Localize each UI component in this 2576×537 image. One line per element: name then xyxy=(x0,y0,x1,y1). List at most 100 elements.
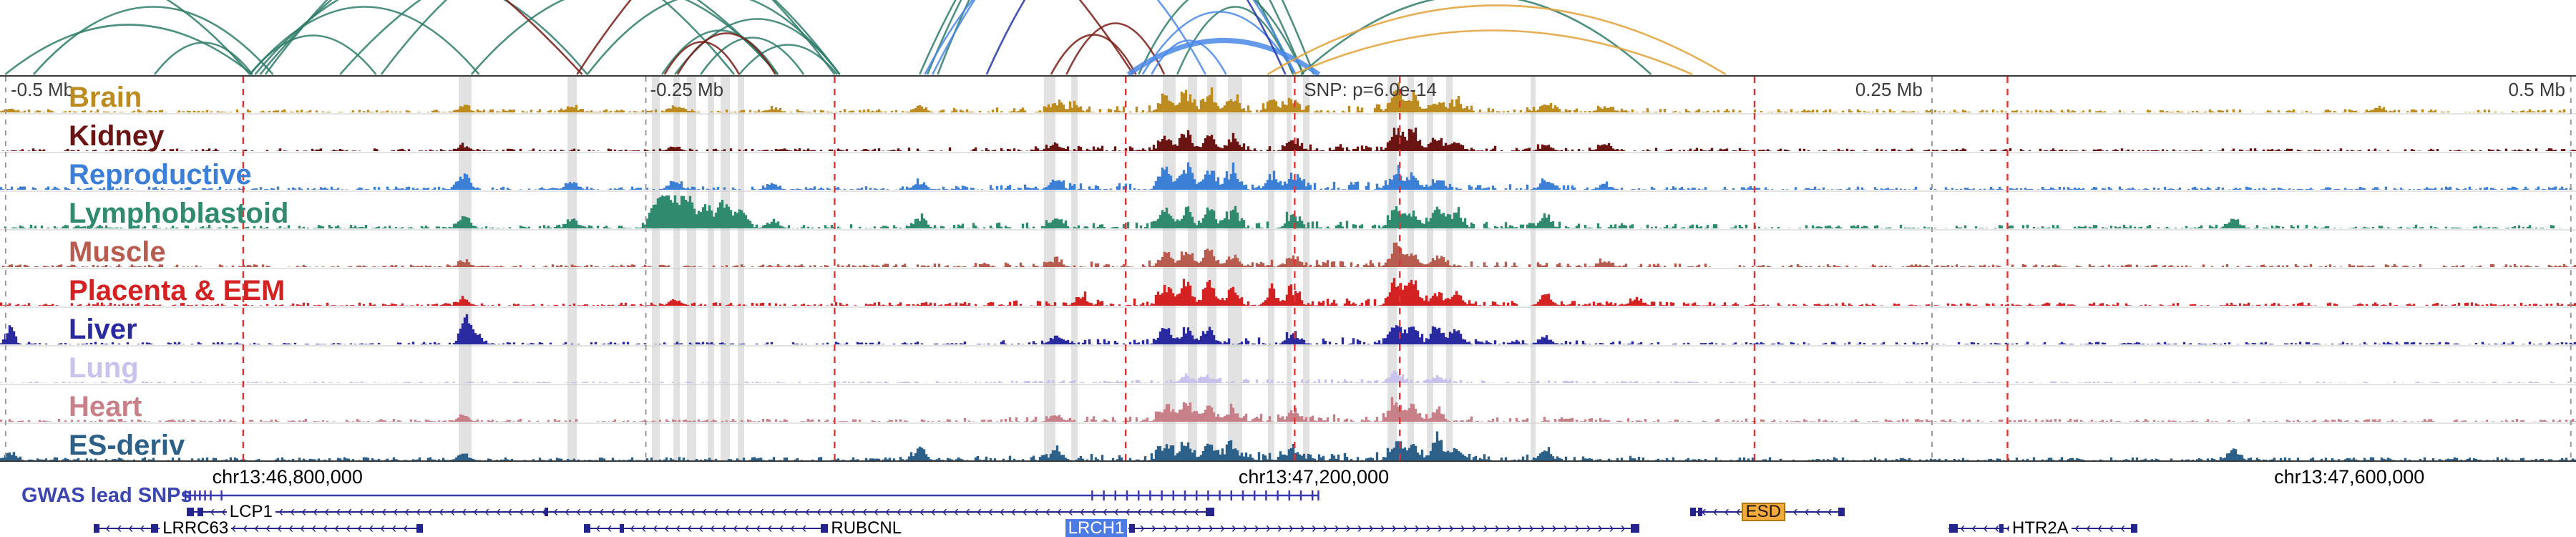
gene-annotation-track: ‹‹‹‹‹‹‹‹‹‹‹‹‹‹‹‹‹‹‹‹‹‹‹‹‹‹‹‹‹‹‹‹‹‹‹‹‹‹‹‹… xyxy=(0,503,2576,537)
coordinate-label: chr13:47,600,000 xyxy=(2274,466,2425,488)
track-label-es-deriv[interactable]: ES-deriv xyxy=(69,430,185,461)
interaction-arc xyxy=(153,42,253,75)
interaction-arc xyxy=(676,32,776,75)
gene-exon xyxy=(1999,524,2004,533)
gene-lcp1[interactable]: ‹‹‹‹‹‹‹‹‹‹‹‹‹‹‹‹‹‹‹‹‹‹‹‹‹‹‹‹‹‹‹‹‹‹‹‹‹‹‹‹… xyxy=(187,504,1214,520)
track-labels-column: Brain Kidney Reproductive Lymphoblastoid Mus… xyxy=(0,75,2576,462)
gene-exon xyxy=(820,524,828,533)
gene-strand-arrows: ‹‹‹‹‹‹‹‹‹‹‹‹‹‹‹‹‹‹‹‹‹‹‹‹‹‹‹‹‹‹‹‹‹‹‹‹‹‹‹‹… xyxy=(187,504,1206,520)
interaction-arc xyxy=(1292,29,1693,75)
gwas-track-label[interactable]: GWAS lead SNPs xyxy=(21,484,192,507)
interaction-arc xyxy=(339,0,779,75)
track-label-placenta-eem[interactable]: Placenta & EEM xyxy=(69,275,286,306)
gene-intron-line xyxy=(1128,528,1636,529)
interaction-arc xyxy=(470,0,779,75)
interaction-arc xyxy=(1267,4,1727,75)
signal-track-panel: -0.5 Mb -0.25 Mb SNP: p=6.0e-14 0.25 Mb 0.5 … xyxy=(0,75,2576,462)
tick-plus-0-25mb: 0.25 Mb xyxy=(1855,79,1923,100)
signal-track-liver xyxy=(0,314,2576,344)
interaction-arc xyxy=(1138,0,1304,75)
track-label-reproductive[interactable]: Reproductive xyxy=(69,159,252,190)
gene-exon xyxy=(1128,524,1135,533)
gwas-lead-snps-track: GWAS lead SNPs xyxy=(0,484,2576,507)
track-label-lymphoblastoid[interactable]: Lymphoblastoid xyxy=(69,198,289,229)
gene-exon xyxy=(1698,508,1703,516)
grid-markers-layer xyxy=(0,75,2576,462)
track-label-heart[interactable]: Heart xyxy=(69,391,142,422)
signal-track-lung xyxy=(0,370,2576,383)
interaction-arc xyxy=(586,0,841,75)
interaction-arc xyxy=(576,0,1135,75)
signal-tracks-layer xyxy=(0,82,2576,460)
gene-exon xyxy=(187,508,195,516)
track-label-brain[interactable]: Brain xyxy=(69,82,142,113)
gene-exon xyxy=(94,524,100,533)
gene-exon xyxy=(151,524,159,533)
signal-track-placenta-eem xyxy=(0,278,2576,306)
gene-exon xyxy=(1630,524,1639,533)
gene-exon xyxy=(1948,524,1958,533)
tick-minus-0-5mb: -0.5 Mb xyxy=(11,79,74,100)
gene-strand-arrows: ‹‹‹‹‹‹‹‹‹‹‹‹‹‹‹‹‹‹‹‹‹‹‹‹‹‹‹‹ xyxy=(94,521,415,536)
interaction-arc xyxy=(166,0,251,75)
interaction-arc xyxy=(32,6,274,75)
interaction-arc xyxy=(4,24,253,75)
signal-track-reproductive xyxy=(0,162,2572,190)
gene-rubcnl[interactable]: ‹‹‹‹‹‹‹‹‹‹‹‹‹‹‹‹‹‹‹‹ xyxy=(584,521,828,536)
interaction-arc xyxy=(738,44,839,75)
track-label-liver[interactable]: Liver xyxy=(69,314,137,345)
gene-exon xyxy=(1689,508,1696,516)
interaction-arc xyxy=(504,0,583,75)
tick-plus-0-5mb: 0.5 Mb xyxy=(2508,79,2566,100)
coordinate-label: chr13:47,200,000 xyxy=(1238,466,1390,488)
signal-track-heart xyxy=(0,397,2576,422)
signal-track-kidney xyxy=(1,127,2576,151)
gene-strand-arrows: ››››››››››››››››››››››››››››››››››››››››… xyxy=(1128,521,1632,536)
interaction-arc xyxy=(1300,0,1652,75)
interaction-arc xyxy=(932,0,1297,75)
gene-exon xyxy=(1838,508,1845,516)
gene-intron-line xyxy=(187,511,1211,513)
gene-exon xyxy=(2130,524,2137,533)
snp-pvalue-label: SNP: p=6.0e-14 xyxy=(1304,79,1437,100)
gene-lrch1[interactable]: ››››››››››››››››››››››››››››››››››››››››… xyxy=(1128,521,1639,536)
track-label-kidney[interactable]: Kidney xyxy=(69,120,165,152)
signal-track-brain xyxy=(0,82,2566,112)
interaction-arc xyxy=(1050,34,1137,75)
gene-intron-line xyxy=(94,528,420,529)
gene-exon xyxy=(619,524,624,533)
coordinate-label: chr13:46,800,000 xyxy=(212,466,363,488)
gene-exon xyxy=(1205,508,1214,516)
interaction-arc xyxy=(249,6,480,75)
genomic-coordinates-row: chr13:46,800,000 chr13:47,200,000 chr13:47… xyxy=(0,464,2576,488)
gene-label-rubcnl[interactable]: RUBCNL xyxy=(828,519,905,537)
interaction-arc xyxy=(1151,39,1227,75)
gwas-snp-markers xyxy=(184,490,1319,500)
track-label-muscle[interactable]: Muscle xyxy=(69,236,166,268)
gene-exon xyxy=(197,508,204,516)
gene-strand-arrows: ‹‹‹‹‹‹‹‹‹‹‹‹‹‹‹‹‹‹‹‹ xyxy=(584,521,814,536)
gene-label-htr2a[interactable]: HTR2A xyxy=(2009,519,2072,537)
interaction-arc xyxy=(700,37,805,75)
gene-lrrc63[interactable]: ‹‹‹‹‹‹‹‹‹‹‹‹‹‹‹‹‹‹‹‹‹‹‹‹‹‹‹‹ xyxy=(94,521,424,536)
gene-label-lrrc63[interactable]: LRRC63 xyxy=(160,519,232,537)
interaction-arc xyxy=(254,0,588,75)
gene-label-lrch1[interactable]: LRCH1 xyxy=(1065,519,1128,537)
interaction-arcs-panel xyxy=(4,0,1727,75)
tick-minus-0-25mb: -0.25 Mb xyxy=(650,79,724,100)
interaction-arc xyxy=(259,0,736,75)
gene-label-lcp1[interactable]: LCP1 xyxy=(226,503,275,521)
interaction-arc xyxy=(919,0,1294,75)
interaction-arc xyxy=(1141,11,1297,75)
interaction-arc xyxy=(1065,22,1166,75)
gene-label-esd[interactable]: ESD xyxy=(1741,503,1785,521)
signal-track-es-deriv xyxy=(0,431,2576,460)
axis-labels-row: -0.5 Mb -0.25 Mb SNP: p=6.0e-14 0.25 Mb 0.5 … xyxy=(0,75,2576,462)
track-label-lung[interactable]: Lung xyxy=(69,352,139,384)
signal-track-muscle xyxy=(1,242,2576,267)
interaction-arc xyxy=(924,0,1206,75)
interaction-arc xyxy=(926,0,1304,75)
interaction-arc xyxy=(663,41,741,75)
gene-exon xyxy=(584,524,591,533)
